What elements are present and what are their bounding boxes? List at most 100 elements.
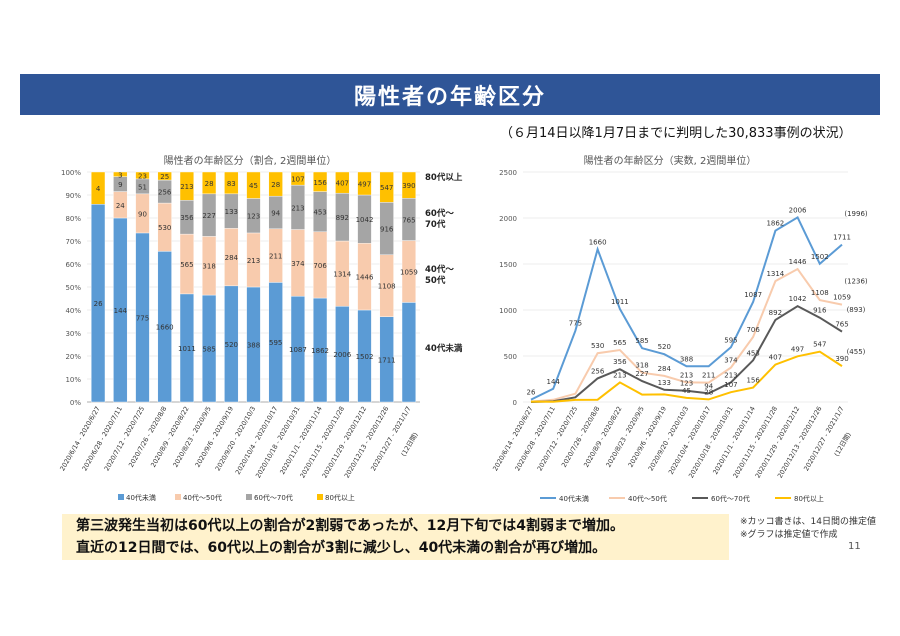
- bar-value-label: 892: [336, 214, 349, 222]
- bar-segment: [379, 171, 394, 203]
- point-value-label: 156: [746, 377, 760, 385]
- bar-value-label: 530: [158, 224, 171, 232]
- point-value-label: 520: [658, 343, 671, 351]
- bar-value-label: 284: [225, 254, 239, 262]
- bar-value-label: 1011: [178, 345, 196, 353]
- bar-value-label: 28: [271, 181, 280, 189]
- bar-segment: [224, 171, 239, 195]
- point-value-label: 213: [613, 371, 626, 379]
- y-tick-label: 10%: [65, 376, 81, 384]
- y-tick-label: 70%: [65, 238, 81, 246]
- point-value-label: 1087: [744, 291, 762, 299]
- bar-value-label: 4: [96, 185, 101, 193]
- bar-value-label: 144: [114, 307, 128, 315]
- bar-value-label: 51: [138, 183, 147, 191]
- bar-value-label: 28: [205, 180, 214, 188]
- summary-box: 第三波発生当初は60代以上の割合が2割弱であったが、12月下旬では4割弱まで増加…: [62, 514, 729, 560]
- series-side-label: 60代～ 70代: [425, 208, 454, 230]
- bar-value-label: 1502: [356, 353, 374, 361]
- point-value-label: 107: [724, 381, 737, 389]
- point-value-label: 144: [547, 378, 561, 386]
- series-side-label: 40代～ 50代: [425, 264, 454, 286]
- note-2: ※グラフは推定値で作成: [740, 530, 838, 540]
- y-tick-label: 1500: [499, 261, 517, 269]
- x-tick-note: (12日間): [833, 431, 853, 458]
- estimate-label: (455): [847, 348, 866, 356]
- point-value-label: 765: [835, 321, 848, 329]
- point-value-label: 1059: [833, 294, 851, 302]
- point-value-label: 26: [527, 389, 536, 397]
- x-tick-label: 2020/7/12 - 2020/7/25: [536, 405, 579, 472]
- legend-label: 80代以上: [325, 493, 355, 502]
- legend-swatch: [175, 494, 181, 500]
- bar-segment: [268, 171, 283, 197]
- point-value-label: 1314: [766, 270, 784, 278]
- bar-value-label: 497: [358, 181, 371, 189]
- bar-value-label: 256: [158, 189, 172, 197]
- bar-value-label: 585: [202, 346, 215, 354]
- legend-label: 40代未満: [126, 493, 156, 502]
- bar-value-label: 107: [291, 176, 304, 184]
- bar-value-label: 1660: [156, 324, 174, 332]
- point-value-label: 585: [635, 337, 648, 345]
- point-value-label: 775: [569, 320, 582, 328]
- bar-value-label: 765: [402, 216, 415, 224]
- bar-value-label: 453: [313, 209, 326, 217]
- bar-value-label: 1108: [378, 283, 396, 291]
- bar-value-label: 388: [247, 342, 260, 350]
- point-value-label: 28: [704, 388, 713, 396]
- legend-label: 60代～70代: [711, 494, 750, 503]
- series-line: [530, 304, 843, 403]
- bar-segment: [113, 171, 128, 177]
- bar-value-label: 133: [225, 208, 238, 216]
- bar-value-label: 356: [180, 214, 194, 222]
- x-tick-label: 2020/9/20 - 2020/10/3: [647, 405, 690, 472]
- bar-value-label: 213: [180, 183, 193, 191]
- title-banner: 陽性者の年齢区分: [20, 74, 880, 115]
- summary-line-1: 第三波発生当初は60代以上の割合が2割弱であったが、12月下旬では4割弱まで増加…: [76, 518, 625, 534]
- subtitle: （６月14日以降1月7日までに判明した30,833事例の状況）: [500, 126, 852, 141]
- y-tick-label: 40%: [65, 307, 81, 315]
- y-tick-label: 500: [504, 353, 517, 361]
- point-value-label: 123: [680, 380, 693, 388]
- bar-segment: [135, 171, 150, 180]
- bar-value-label: 318: [202, 263, 215, 271]
- bar-value-label: 595: [269, 339, 282, 347]
- bar-value-label: 9: [118, 181, 122, 189]
- bar-segment: [290, 171, 305, 186]
- point-value-label: 1446: [789, 258, 807, 266]
- bar-value-label: 775: [136, 314, 149, 322]
- point-value-label: 530: [591, 342, 604, 350]
- legend-label: 80代以上: [794, 494, 824, 503]
- page-title: 陽性者の年齢区分: [353, 84, 546, 110]
- bar-value-label: 25: [160, 173, 169, 181]
- notes: ※カッコ書きは、14日間の推定値 ※グラフは推定値で作成: [740, 516, 876, 542]
- point-value-label: 595: [724, 336, 737, 344]
- bar-value-label: 227: [202, 212, 215, 220]
- point-value-label: 94: [704, 382, 713, 390]
- summary-line-2: 直近の12日間では、60代以上の割合が3割に減少し、40代未満の割合が再び増加。: [76, 540, 607, 556]
- series-line: [530, 267, 843, 403]
- bar-value-label: 23: [138, 172, 147, 180]
- series-side-label: 40代未満: [425, 343, 463, 354]
- bar-segment: [313, 171, 328, 192]
- bar-value-label: 374: [291, 260, 305, 268]
- point-value-label: 374: [724, 357, 738, 365]
- series-side-label: 80代以上: [425, 172, 463, 183]
- x-tick-label: 2020/12/27 - 2021/1/7: [802, 405, 845, 472]
- legend-swatch: [118, 494, 124, 500]
- y-tick-label: 80%: [65, 215, 81, 223]
- bar-value-label: 211: [269, 253, 282, 261]
- bar-segment: [246, 171, 261, 199]
- bar-value-label: 547: [380, 184, 393, 192]
- point-value-label: 1108: [811, 289, 829, 297]
- bar-value-label: 156: [313, 179, 327, 187]
- bar-value-label: 1042: [356, 216, 374, 224]
- point-value-label: 227: [635, 370, 648, 378]
- bar-value-label: 24: [116, 202, 125, 210]
- point-value-label: 565: [613, 339, 626, 347]
- estimate-label: (893): [847, 306, 866, 314]
- y-tick-label: 50%: [65, 284, 81, 292]
- y-tick-label: 0%: [70, 399, 81, 407]
